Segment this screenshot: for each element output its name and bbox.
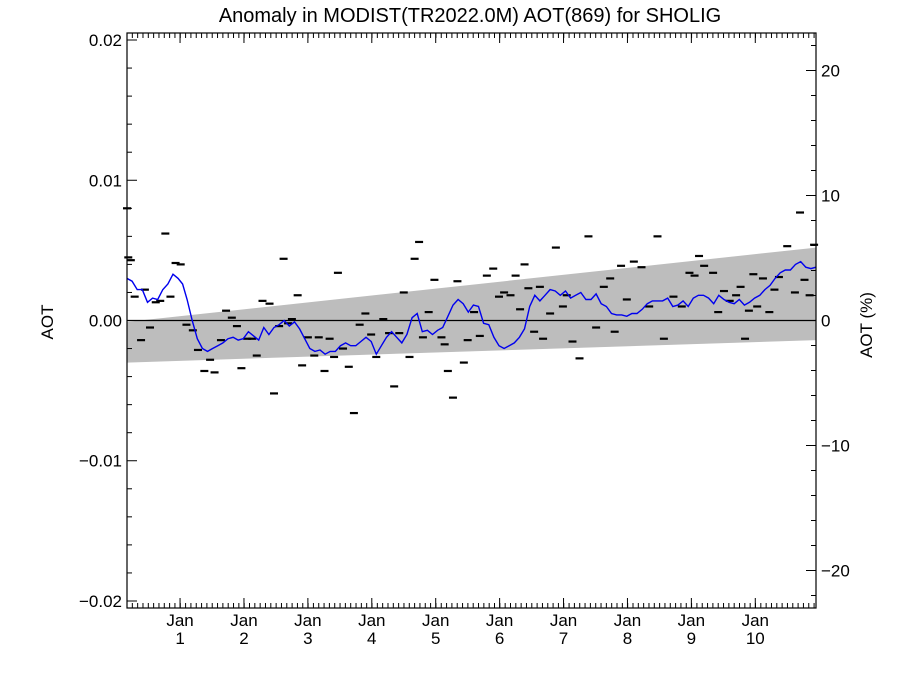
- x-tick-month-label: Jan: [678, 611, 705, 630]
- y-tick-label: 0.01: [89, 171, 122, 190]
- x-tick-month-label: Jan: [294, 611, 321, 630]
- x-tick-month-label: Jan: [422, 611, 449, 630]
- y-tick-label: −0.01: [79, 452, 122, 471]
- y-axis-label-left: AOT: [38, 305, 57, 340]
- y-axis-label-right: AOT (%): [857, 292, 876, 358]
- y-tick-label: −0.02: [79, 592, 122, 611]
- x-tick-month-label: Jan: [166, 611, 193, 630]
- y-tick-label: 0.02: [89, 31, 122, 50]
- x-tick-month-label: Jan: [486, 611, 513, 630]
- smoothed-line-layer: [126, 260, 817, 356]
- trend-band: [127, 247, 816, 363]
- x-tick-month-label: Jan: [550, 611, 577, 630]
- x-tick-year-label: 9: [687, 629, 696, 648]
- x-tick-year-label: 5: [431, 629, 440, 648]
- chart-title: Anomaly in MODIST(TR2022.0M) AOT(869) fo…: [219, 5, 721, 27]
- trend-band-layer: [127, 247, 816, 363]
- data-points-layer: [123, 207, 819, 415]
- x-tick-month-label: Jan: [742, 611, 769, 630]
- y-right-tick-label: −20: [821, 562, 850, 581]
- x-tick-month-label: Jan: [358, 611, 385, 630]
- x-tick-year-label: 3: [303, 629, 312, 648]
- x-tick-year-label: 1: [175, 629, 184, 648]
- x-tick-month-label: Jan: [614, 611, 641, 630]
- x-tick-year-label: 10: [746, 629, 765, 648]
- y-right-tick-label: −10: [821, 437, 850, 456]
- smoothed-series-line: [126, 260, 817, 356]
- y-tick-label: 0.00: [89, 312, 122, 331]
- x-tick-year-label: 8: [623, 629, 632, 648]
- y-right-tick-label: 10: [821, 187, 840, 206]
- x-tick-year-label: 2: [239, 629, 248, 648]
- axes-layer: −0.02−0.010.000.010.02−20−1001020Jan1Jan…: [79, 31, 850, 648]
- y-right-tick-label: 0: [821, 312, 830, 331]
- x-tick-year-label: 4: [367, 629, 376, 648]
- x-tick-month-label: Jan: [230, 611, 257, 630]
- x-tick-year-label: 6: [495, 629, 504, 648]
- y-right-tick-label: 20: [821, 62, 840, 81]
- x-tick-year-label: 7: [559, 629, 568, 648]
